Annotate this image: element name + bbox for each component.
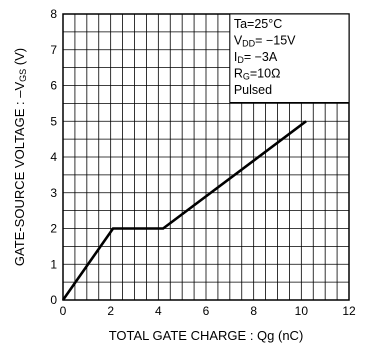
y-tick-label: 4	[50, 150, 57, 164]
condition-text-main: R	[234, 67, 243, 81]
conditions-box	[229, 13, 350, 103]
x-tick-label: 10	[295, 304, 309, 318]
condition-text: Pulsed	[234, 83, 272, 97]
x-tick-label: 4	[155, 304, 162, 318]
x-tick-label: 6	[203, 304, 210, 318]
y-axis-title-main: GATE-SOURCE VOLTAGE : –V	[12, 82, 27, 267]
condition-text-subscript: D	[237, 55, 244, 65]
condition-text-rest: = −3A	[244, 50, 278, 64]
condition-text-rest: = −15V	[255, 34, 296, 48]
y-tick-label: 2	[50, 222, 57, 236]
x-tick-label: 2	[107, 304, 114, 318]
x-tick-label: 8	[250, 304, 257, 318]
x-axis-title: TOTAL GATE CHARGE : Qg (nC)	[109, 328, 304, 343]
condition-text-subscript: G	[243, 72, 250, 82]
condition-text-main: Pulsed	[234, 83, 272, 97]
y-tick-label: 6	[50, 79, 57, 93]
condition-text-main: Ta=25°C	[234, 17, 282, 31]
y-tick-label: 5	[50, 114, 57, 128]
condition-text: Ta=25°C	[234, 17, 282, 31]
x-tick-label: 12	[342, 304, 356, 318]
y-tick-label: 8	[50, 7, 57, 21]
y-tick-label: 1	[50, 257, 57, 271]
condition-text-subscript: DD	[242, 39, 255, 49]
condition-text: RG=10Ω	[234, 67, 281, 82]
x-tick-label: 0	[60, 304, 67, 318]
condition-text-main: V	[234, 34, 243, 48]
y-axis-title: GATE-SOURCE VOLTAGE : –VGS (V)	[12, 48, 28, 266]
series	[61, 120, 307, 301]
y-tick-label: 3	[50, 186, 57, 200]
condition-text: VDD= −15V	[234, 34, 296, 49]
condition-text-rest: =10Ω	[250, 67, 281, 81]
y-tick-label: 7	[50, 43, 57, 57]
y-tick-label: 0	[50, 293, 57, 307]
series-line	[61, 120, 307, 301]
y-axis-title-subscript: GS	[18, 69, 28, 82]
y-axis-title-unit: (V)	[12, 48, 27, 69]
condition-text: ID= −3A	[234, 50, 278, 65]
condition-text-main: I	[234, 50, 237, 64]
plot-frame	[62, 13, 350, 301]
